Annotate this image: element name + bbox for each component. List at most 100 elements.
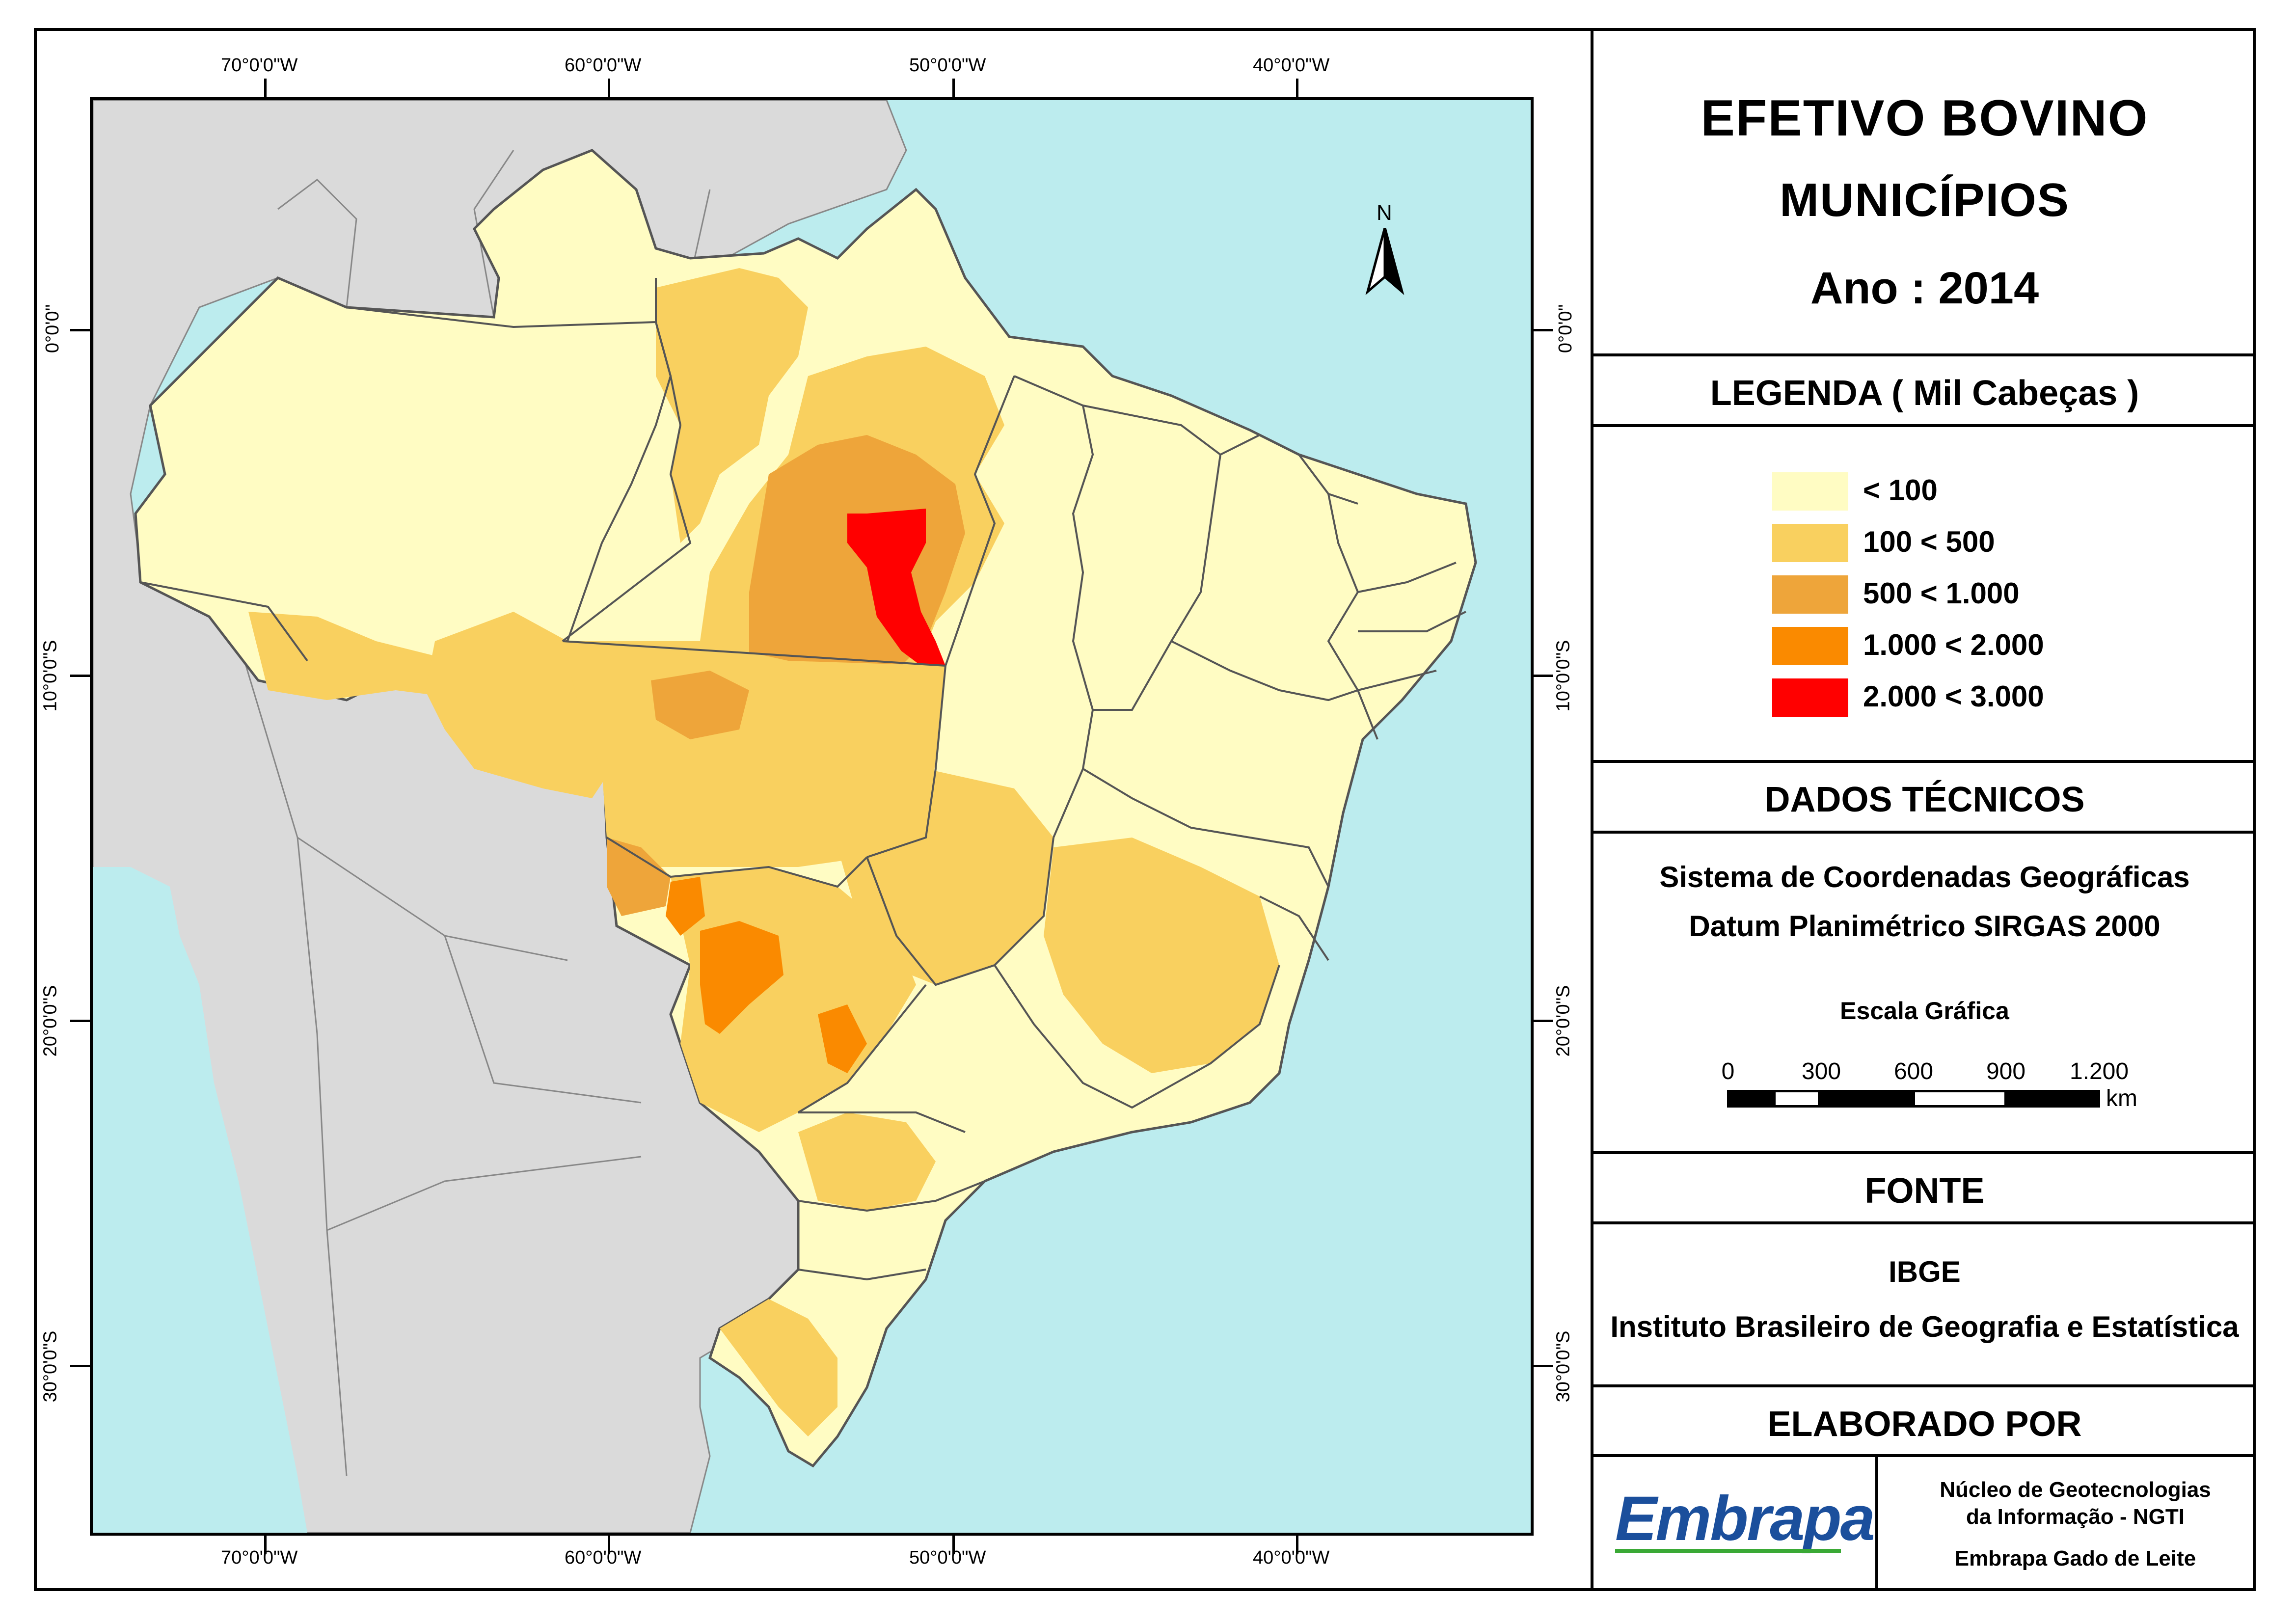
lon-label-top-70: 70°0'0"W <box>221 55 298 76</box>
legend-swatch <box>1772 524 1848 562</box>
tick <box>952 1535 955 1554</box>
tick <box>264 79 267 98</box>
scale-label: 1.200 <box>2069 1058 2129 1084</box>
scale-label: 900 <box>1986 1058 2026 1084</box>
legend-heading: LEGENDA ( Mil Cabeças ) <box>1710 374 2139 413</box>
credits-divider-vertical <box>1875 1454 1878 1591</box>
neighbor-border-lines <box>238 150 711 1476</box>
credits-line1: Núcleo de Geotecnologias <box>1940 1478 2211 1502</box>
region-1000-2000-pantanal <box>700 921 783 1034</box>
lon-label-bottom-50: 50°0'0"W <box>909 1547 986 1568</box>
divider <box>1591 1454 2256 1457</box>
lon-label-top-60: 60°0'0"W <box>565 55 642 76</box>
region-500-1000-mato-grosso-south <box>607 838 671 916</box>
legend-swatch <box>1772 575 1848 614</box>
tick <box>70 675 90 677</box>
lon-label-bottom-70: 70°0'0"W <box>221 1547 298 1568</box>
map-year: Ano : 2014 <box>1810 263 2039 313</box>
divider <box>1591 1221 2256 1224</box>
credits-line2: da Informação - NGTI <box>1966 1505 2185 1529</box>
region-100-500-rio-grande-do-sul <box>720 1299 837 1436</box>
region-1000-2000-ms-south <box>818 1004 867 1073</box>
panel-left-border <box>1591 28 1593 1591</box>
source-heading: FONTE <box>1864 1171 1985 1211</box>
region-500-1000-mato-grosso <box>651 671 749 739</box>
region-100-500-para-north <box>656 268 808 543</box>
legend-label: 100 < 500 <box>1863 525 1995 558</box>
legend-label: < 100 <box>1863 474 1938 507</box>
state-borders <box>140 278 1466 1281</box>
divider <box>1591 1384 2256 1387</box>
lat-label-right-20: 20°0'0"S <box>1553 985 1574 1057</box>
divider <box>1591 353 2256 356</box>
lat-label-right-0: 0°0'0" <box>1555 304 1576 353</box>
legend-swatch <box>1772 472 1848 511</box>
lon-label-bottom-60: 60°0'0"W <box>565 1547 642 1568</box>
legend-swatch <box>1772 627 1848 665</box>
divider <box>1591 424 2256 427</box>
region-2000-3000-sao-felix <box>847 509 945 666</box>
map-graphic <box>93 100 1477 1533</box>
legend-swatch <box>1772 678 1848 717</box>
north-arrow-icon <box>1365 228 1404 296</box>
lon-label-bottom-40: 40°0'0"W <box>1253 1547 1330 1568</box>
region-100-500-rondonia <box>425 612 612 798</box>
tick <box>608 79 610 98</box>
legend-label: 2.000 < 3.000 <box>1863 680 2044 713</box>
embrapa-logo-swoosh <box>1615 1549 1841 1553</box>
scale-label: 600 <box>1893 1058 1934 1084</box>
north-arrow: N <box>1357 201 1416 299</box>
scale-segment <box>1819 1090 1914 1108</box>
tick <box>1534 675 1553 677</box>
technical-heading: DADOS TÉCNICOS <box>1764 780 2085 819</box>
tick <box>1296 79 1298 98</box>
scale-title: Escala Gráfica <box>1840 997 2009 1025</box>
divider <box>1591 831 2256 834</box>
pacific-ocean <box>93 867 307 1533</box>
scale-label: 0 <box>1721 1058 1735 1084</box>
scale-unit: km <box>2106 1085 2137 1111</box>
tick <box>1296 1535 1298 1554</box>
source-name: Instituto Brasileiro de Geografia e Esta… <box>1610 1310 2239 1343</box>
scale-segment <box>1773 1090 1820 1108</box>
north-label: N <box>1377 201 1392 225</box>
divider <box>1591 1151 2256 1154</box>
tick <box>70 1020 90 1022</box>
region-100-500-goias <box>837 769 1053 985</box>
lon-label-top-40: 40°0'0"W <box>1253 55 1330 76</box>
tick <box>1534 1020 1553 1022</box>
scale-segment <box>1727 1090 1774 1108</box>
tick <box>70 329 90 331</box>
lat-label-right-30: 30°0'0"S <box>1553 1330 1574 1403</box>
source-abbrev: IBGE <box>1889 1255 1961 1288</box>
map-title: EFETIVO BOVINO <box>1701 90 2149 147</box>
lat-label-left-20: 20°0'0"S <box>40 985 61 1057</box>
legend-label: 1.000 < 2.000 <box>1863 628 2044 661</box>
lat-label-left-10: 10°0'0"S <box>40 640 61 712</box>
scale-label: 300 <box>1801 1058 1841 1084</box>
state-border-amazonas-para <box>567 322 672 642</box>
credits-heading: ELABORADO POR <box>1767 1405 2082 1444</box>
tick <box>608 1535 610 1554</box>
tick <box>952 79 955 98</box>
region-1000-2000-corumba <box>666 877 705 936</box>
tick <box>1534 329 1553 331</box>
embrapa-logo-text: Embrapa <box>1615 1484 1875 1554</box>
map-subtitle: MUNICÍPIOS <box>1780 174 2070 226</box>
map-frame <box>34 28 2256 1591</box>
region-100-500-parana <box>798 1112 936 1211</box>
scale-segment <box>1913 1090 2007 1108</box>
embrapa-logo: Embrapa <box>1610 1473 1875 1571</box>
divider <box>1591 760 2256 763</box>
lon-label-top-50: 50°0'0"W <box>909 55 986 76</box>
scale-segment <box>2006 1090 2100 1108</box>
tick <box>1534 1365 1553 1367</box>
lat-label-right-10: 10°0'0"S <box>1553 640 1574 712</box>
tick <box>70 1365 90 1367</box>
lat-label-left-30: 30°0'0"S <box>40 1330 61 1403</box>
legend-label: 500 < 1.000 <box>1863 577 2020 610</box>
credits-line3: Embrapa Gado de Leite <box>1954 1546 2196 1570</box>
tick <box>264 1535 267 1554</box>
region-100-500-minas <box>1044 838 1279 1073</box>
lat-label-left-0: 0°0'0" <box>42 304 63 353</box>
